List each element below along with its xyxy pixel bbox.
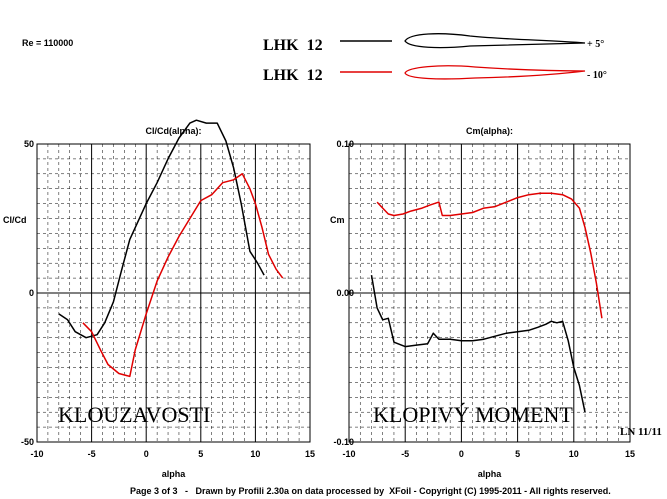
x-tick-label: 5 (198, 449, 203, 459)
x-tick-label: -10 (30, 449, 43, 459)
y-tick-label: 0.10 (336, 139, 354, 149)
grid (349, 144, 630, 442)
x-tick-label: 5 (515, 449, 520, 459)
x-tick-label: -10 (342, 449, 355, 459)
legend-entry-2: LHK 12 - 10° (263, 65, 607, 84)
series-line-1 (58, 119, 265, 339)
x-tick-label: 15 (305, 449, 315, 459)
y-tick-label: -0.10 (333, 437, 354, 447)
x-tick-label: -5 (88, 449, 96, 459)
series-line-2 (376, 192, 603, 319)
series-line-1 (370, 274, 586, 413)
x-tick-label: 0 (459, 449, 464, 459)
x-tick-label: 10 (569, 449, 579, 459)
legend-name-1: LHK 12 (263, 37, 323, 54)
airfoil-profile-icon-1 (404, 33, 586, 49)
airfoil-profile-icon-2 (404, 65, 586, 80)
x-tick-label: 0 (144, 449, 149, 459)
x-tick-label: 15 (625, 449, 635, 459)
chart-title: Cl/Cd(alpha): (146, 126, 202, 136)
series-line-2 (82, 173, 284, 378)
y-tick-label: 0.00 (336, 288, 354, 298)
legend-entry-1: LHK 12 + 5° (263, 33, 604, 54)
footer-credit: Page 3 of 3 - Drawn by Profili 2.30a on … (130, 486, 611, 496)
corner-note: LN 11/11 (620, 426, 662, 438)
chart-title: Cm(alpha): (466, 126, 513, 136)
y-tick-label: -50 (21, 437, 34, 447)
y-tick-label: 0 (29, 288, 34, 298)
chart-annotation: KLOPIVÝ MOMENT (373, 402, 573, 427)
y-tick-label: 50 (24, 139, 34, 149)
x-tick-label: 10 (250, 449, 260, 459)
plot-frame (36, 143, 311, 443)
legend-name-2: LHK 12 (263, 67, 323, 84)
legend-angle-1: + 5° (587, 39, 604, 50)
grid (37, 144, 310, 442)
y-axis-label: Cl/Cd (3, 215, 27, 225)
x-axis-label: alpha (162, 469, 187, 479)
y-axis-label: Cm (330, 215, 345, 225)
chart-pitching-moment: Cm(alpha): Cm alpha -10 -5 0 5 10 15 0.10 0.00 -0.1… (330, 126, 635, 479)
chart-annotation: KLOUZAVOSTI (58, 402, 210, 427)
legend-angle-2: - 10° (587, 70, 607, 81)
reynolds-number: Re = 110000 (22, 38, 73, 48)
x-tick-label: -5 (401, 449, 409, 459)
x-axis-label: alpha (478, 469, 503, 479)
plot-frame (348, 143, 631, 443)
